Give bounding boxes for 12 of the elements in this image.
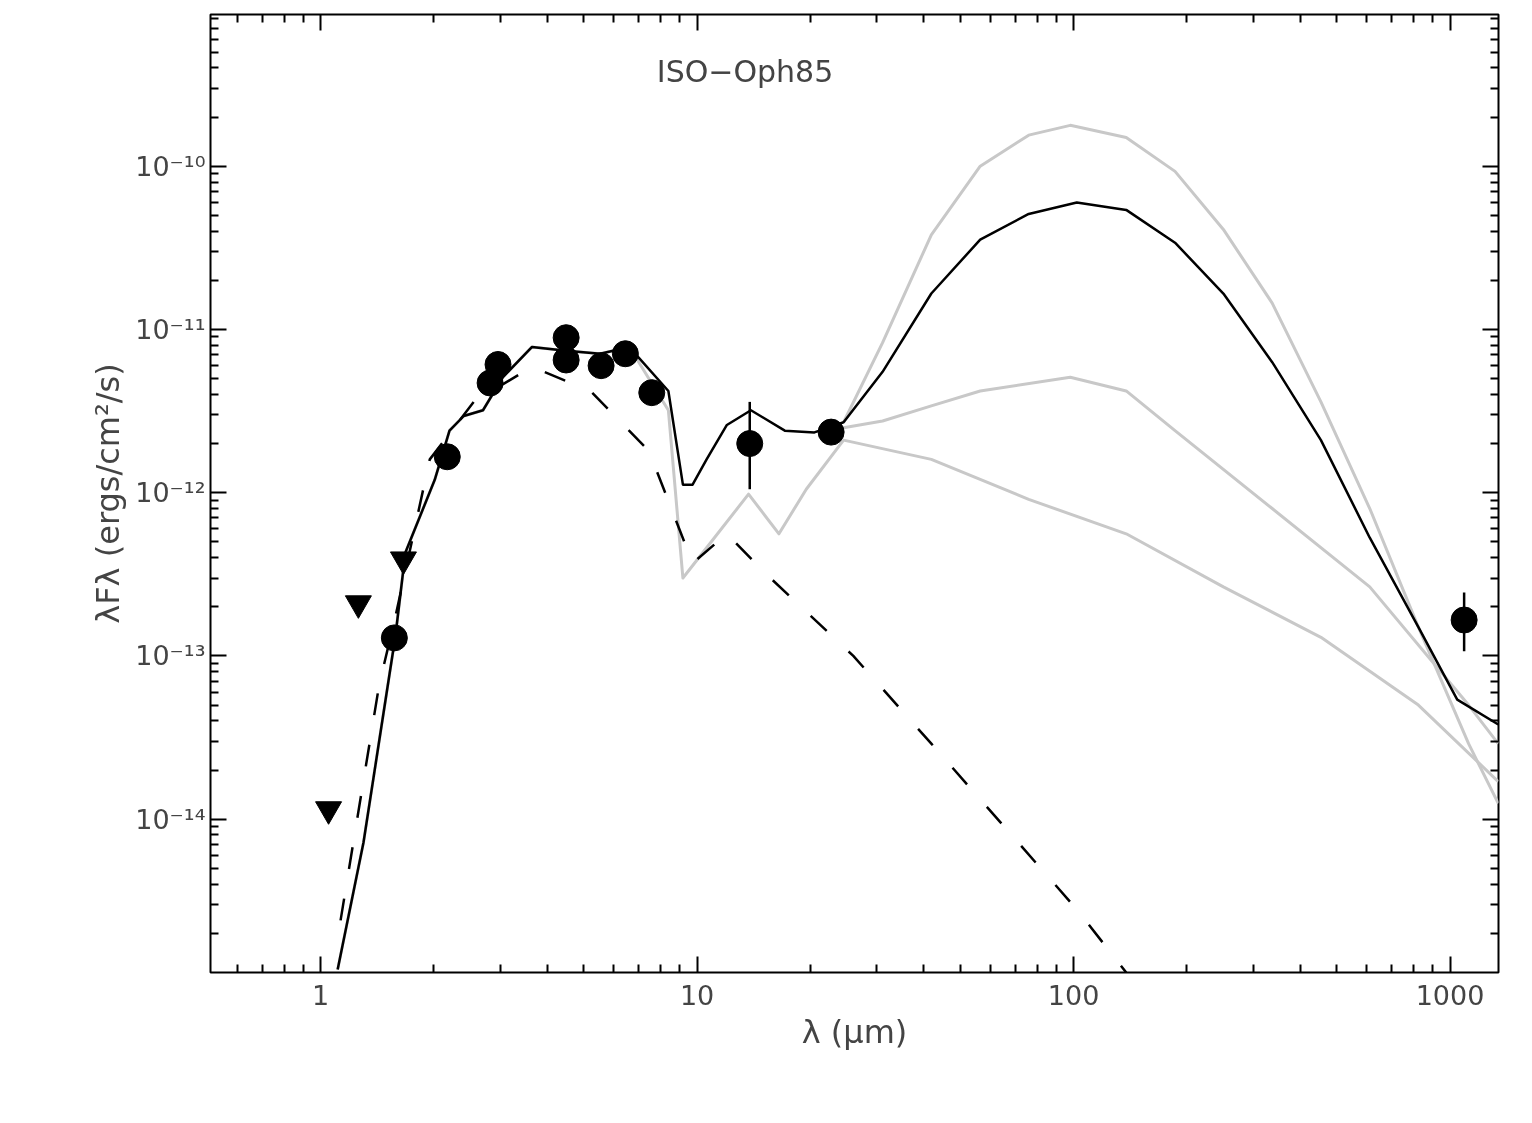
text: ISO−Oph85 (656, 54, 834, 90)
y-tick-label: 10⁻¹¹ (135, 313, 206, 345)
y-axis-title: λFλ (ergs/cm²/s) (89, 363, 128, 624)
x-axis-title: λ (μm) (801, 1012, 908, 1051)
x-tick-label: 1 (312, 979, 330, 1011)
y-tick-label: 10⁻¹² (135, 477, 206, 509)
y-tick-label: 10⁻¹³ (135, 640, 206, 672)
x-tick-label: 100 (1047, 979, 1100, 1011)
x-tick-label: 1000 (1415, 979, 1485, 1011)
y-tick-label: 10⁻¹⁰ (135, 150, 206, 182)
x-tick-label: 10 (679, 979, 715, 1011)
y-tick-label: 10⁻¹⁴ (135, 803, 206, 835)
